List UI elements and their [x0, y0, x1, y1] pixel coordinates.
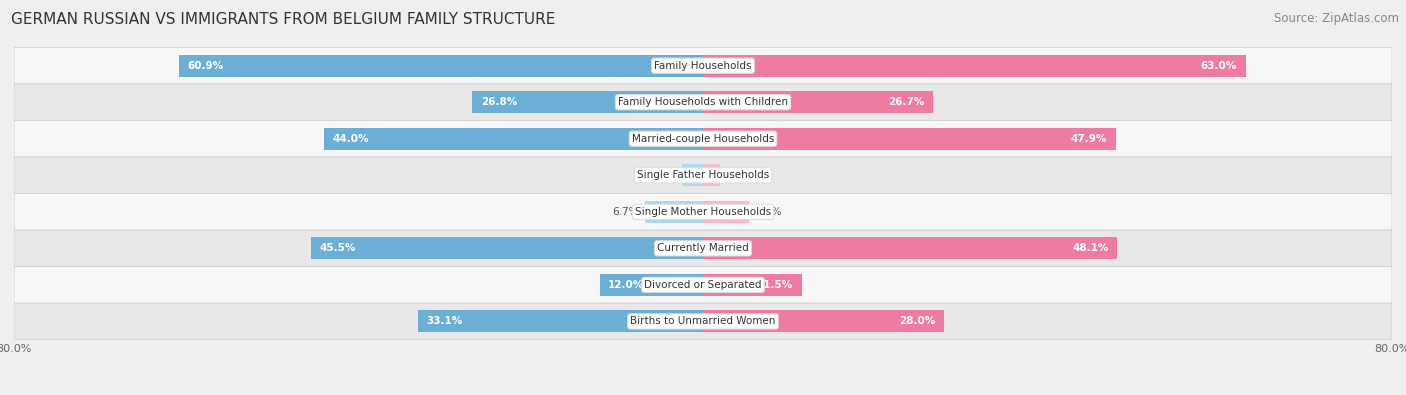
Bar: [703, 274, 801, 296]
Bar: [323, 128, 703, 150]
Bar: [311, 237, 703, 259]
Bar: [418, 310, 703, 332]
Bar: [645, 201, 703, 223]
Bar: [682, 164, 703, 186]
Text: Family Households: Family Households: [654, 61, 752, 71]
Text: 26.8%: 26.8%: [481, 97, 517, 107]
Text: Divorced or Separated: Divorced or Separated: [644, 280, 762, 290]
FancyBboxPatch shape: [14, 230, 1392, 267]
Text: 48.1%: 48.1%: [1073, 243, 1108, 253]
Legend: German Russian, Immigrants from Belgium: German Russian, Immigrants from Belgium: [548, 393, 858, 395]
Bar: [703, 55, 1246, 77]
Text: Family Households with Children: Family Households with Children: [619, 97, 787, 107]
FancyBboxPatch shape: [14, 194, 1392, 230]
Bar: [703, 164, 720, 186]
FancyBboxPatch shape: [14, 157, 1392, 194]
Text: 45.5%: 45.5%: [319, 243, 356, 253]
FancyBboxPatch shape: [14, 47, 1392, 84]
Text: 6.7%: 6.7%: [612, 207, 638, 217]
Text: 11.5%: 11.5%: [758, 280, 793, 290]
Text: Single Father Households: Single Father Households: [637, 170, 769, 180]
Text: Source: ZipAtlas.com: Source: ZipAtlas.com: [1274, 12, 1399, 25]
Bar: [472, 91, 703, 113]
Text: Single Mother Households: Single Mother Households: [636, 207, 770, 217]
Text: 5.3%: 5.3%: [755, 207, 782, 217]
Text: GERMAN RUSSIAN VS IMMIGRANTS FROM BELGIUM FAMILY STRUCTURE: GERMAN RUSSIAN VS IMMIGRANTS FROM BELGIU…: [11, 12, 555, 27]
FancyBboxPatch shape: [14, 267, 1392, 303]
Bar: [703, 201, 748, 223]
Text: 2.4%: 2.4%: [650, 170, 675, 180]
Text: 2.0%: 2.0%: [727, 170, 754, 180]
Text: 33.1%: 33.1%: [426, 316, 463, 326]
Text: 26.7%: 26.7%: [889, 97, 924, 107]
Bar: [703, 128, 1115, 150]
Bar: [179, 55, 703, 77]
Text: 44.0%: 44.0%: [333, 134, 370, 144]
Text: Married-couple Households: Married-couple Households: [631, 134, 775, 144]
Text: 28.0%: 28.0%: [900, 316, 935, 326]
Bar: [703, 310, 945, 332]
Text: Births to Unmarried Women: Births to Unmarried Women: [630, 316, 776, 326]
Text: 63.0%: 63.0%: [1201, 61, 1237, 71]
Text: 47.9%: 47.9%: [1070, 134, 1107, 144]
Bar: [703, 237, 1118, 259]
Text: 12.0%: 12.0%: [609, 280, 644, 290]
Text: 60.9%: 60.9%: [187, 61, 224, 71]
FancyBboxPatch shape: [14, 120, 1392, 157]
FancyBboxPatch shape: [14, 303, 1392, 340]
FancyBboxPatch shape: [14, 84, 1392, 120]
Bar: [599, 274, 703, 296]
Text: Currently Married: Currently Married: [657, 243, 749, 253]
Bar: [703, 91, 934, 113]
